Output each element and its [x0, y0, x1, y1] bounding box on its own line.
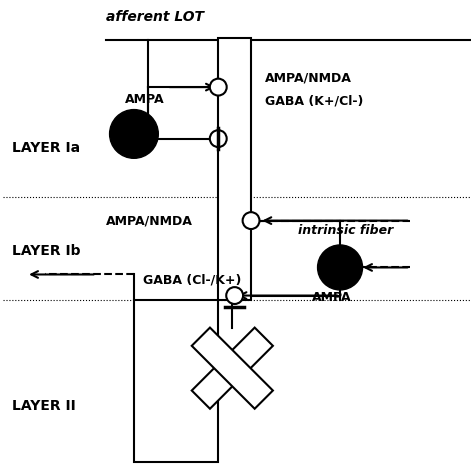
Circle shape: [109, 109, 158, 158]
Text: intrinsic fiber: intrinsic fiber: [298, 224, 393, 237]
Text: LAYER II: LAYER II: [12, 399, 76, 413]
Circle shape: [243, 212, 259, 229]
Text: GABA (K+/Cl-): GABA (K+/Cl-): [265, 95, 364, 108]
Bar: [134, 300, 218, 462]
Text: afferent LOT: afferent LOT: [106, 10, 204, 24]
Text: AMPA/NMDA: AMPA/NMDA: [265, 71, 352, 84]
Text: GABA (Cl-/K+): GABA (Cl-/K+): [143, 273, 242, 286]
Text: LAYER Ib: LAYER Ib: [12, 244, 81, 258]
Circle shape: [210, 79, 227, 96]
Polygon shape: [192, 328, 273, 409]
Circle shape: [210, 130, 227, 147]
Circle shape: [318, 245, 363, 290]
Text: AMPA: AMPA: [125, 93, 164, 106]
Bar: [218, 38, 251, 300]
Polygon shape: [192, 328, 273, 409]
Text: AMPA: AMPA: [312, 291, 352, 304]
Text: LAYER Ia: LAYER Ia: [12, 141, 80, 155]
Text: AMPA/NMDA: AMPA/NMDA: [106, 214, 193, 227]
Circle shape: [226, 287, 243, 304]
